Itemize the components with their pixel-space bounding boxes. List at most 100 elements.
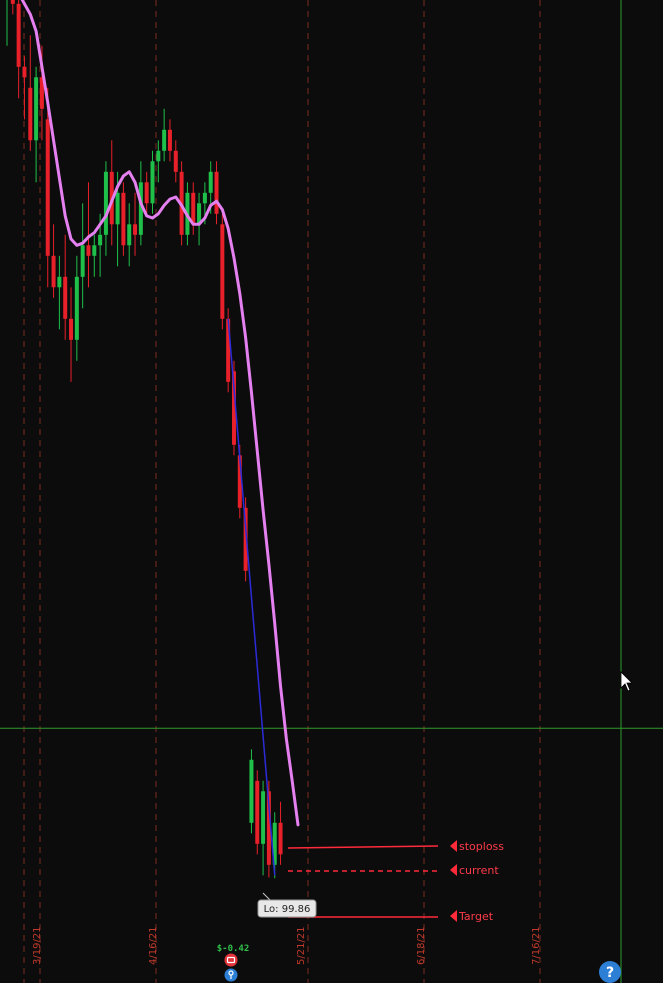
candle (34, 66, 39, 183)
help-label[interactable]: ? (606, 965, 614, 981)
candle (69, 287, 74, 382)
candle (231, 360, 236, 456)
candle (92, 234, 97, 277)
annotation-arrow-icon (450, 910, 457, 922)
candle-body (39, 77, 44, 109)
candle (191, 182, 196, 235)
mouse-cursor-icon (620, 671, 633, 692)
low-label-text: Lo: 99.86 (264, 904, 311, 915)
candle-body (10, 0, 15, 4)
candle (167, 119, 172, 162)
candle-body (162, 129, 167, 151)
candle (150, 150, 155, 214)
candle-body (86, 245, 91, 256)
candle-body (278, 822, 283, 855)
candle (10, 0, 15, 15)
candle (86, 182, 91, 288)
candle-body (208, 171, 213, 193)
candle-body (156, 150, 161, 162)
help-button[interactable]: ? (599, 961, 621, 983)
moving-average-line (20, 0, 300, 827)
date-tick-label: 7/16/21 (531, 926, 542, 965)
candle-body (133, 224, 138, 235)
candle (57, 255, 62, 330)
candle-body (63, 276, 68, 319)
date-tick-label: 4/16/21 (148, 926, 159, 965)
candle-body (202, 192, 207, 204)
candle-body (237, 455, 242, 508)
phone-icon-shape (226, 956, 236, 964)
candle-body (138, 182, 143, 235)
candle-body (98, 234, 103, 246)
candle (197, 192, 202, 246)
candle (243, 497, 248, 582)
candle (80, 203, 85, 309)
candle-body (272, 822, 277, 865)
annotations: stoploss current Target (287, 840, 504, 923)
annotation-line (287, 845, 439, 849)
date-tick-label: 5/21/21 (296, 926, 307, 965)
candle-body (28, 87, 33, 141)
candle-body (173, 150, 178, 172)
earnings-value: $-0.42 (217, 944, 250, 954)
candle (28, 35, 33, 151)
candle-body (103, 171, 108, 235)
candle-body (34, 77, 39, 141)
low-label: Lo: 99.86 (257, 892, 317, 918)
candle (278, 801, 283, 865)
candle-body (214, 171, 219, 214)
candle (22, 56, 27, 120)
candle (156, 140, 161, 183)
candle-body (69, 318, 74, 340)
annotation-current: current (288, 864, 499, 877)
candle-body (231, 371, 236, 445)
candle-body (266, 791, 271, 865)
candle-body (249, 759, 254, 823)
candle-body (220, 224, 225, 319)
candle-body (74, 276, 79, 340)
candle (103, 161, 108, 256)
candle-body (226, 318, 231, 382)
trend-line-layer (227, 318, 276, 876)
annotation-stoploss: stoploss (287, 840, 504, 853)
annotation-arrow-icon (450, 864, 457, 876)
candle (16, 0, 21, 99)
candle-body (45, 119, 50, 256)
candle-body (16, 3, 21, 67)
earnings-marker[interactable]: $-0.42 (217, 944, 250, 982)
candle (173, 140, 178, 183)
phone-icon[interactable] (224, 953, 238, 967)
candle-body (92, 245, 97, 256)
candle (74, 255, 79, 361)
candle-body (150, 161, 155, 204)
candle (162, 108, 167, 162)
candle (51, 224, 56, 298)
moving-average (20, 0, 300, 827)
annotation-arrow-icon (450, 840, 457, 852)
candle-body (115, 192, 120, 225)
candle (6, 0, 8, 46)
candle-body (80, 245, 85, 277)
candle-body (167, 129, 172, 151)
candle-body (243, 507, 248, 571)
help-circle[interactable] (599, 961, 621, 983)
trend-line (227, 318, 276, 876)
candle (133, 192, 138, 256)
candle (261, 780, 266, 876)
candle (109, 140, 114, 246)
date-grid: 3/19/21 4/16/21 5/21/21 6/18/21 7/16/21 (23, 0, 542, 983)
candle-body (255, 780, 260, 844)
candle (63, 234, 68, 340)
candle (127, 203, 132, 267)
candle (220, 213, 225, 330)
annotation-target: Target (288, 910, 494, 923)
candle (255, 770, 260, 855)
candle-body (191, 192, 196, 225)
candle-body (144, 182, 149, 204)
candle (121, 182, 126, 256)
candle-body (127, 224, 132, 246)
annotation-label: current (459, 864, 499, 877)
